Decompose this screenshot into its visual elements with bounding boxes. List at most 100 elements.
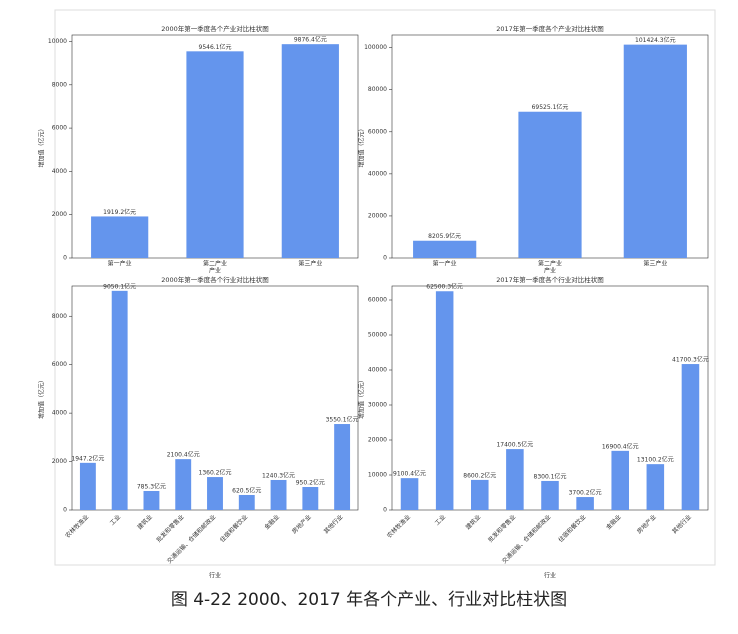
y-tick-label: 2000 (52, 211, 67, 218)
y-tick-label: 2000 (52, 458, 67, 465)
x-tick-label: 房地产业 (290, 513, 313, 536)
x-tick-label: 农林牧渔业 (63, 513, 90, 540)
bar (175, 459, 192, 510)
x-tick-label: 其他行业 (322, 513, 345, 536)
y-tick-label: 0 (383, 255, 387, 262)
x-tick-label: 住宿和餐饮业 (218, 513, 249, 544)
y-tick-label: 0 (383, 507, 387, 514)
value-label: 41700.3亿元 (672, 356, 709, 364)
value-label: 950.2亿元 (296, 478, 325, 486)
x-tick-label: 金融业 (604, 513, 622, 531)
bar (541, 480, 559, 510)
x-tick-label: 批发和零售业 (155, 513, 186, 544)
bar (238, 494, 255, 510)
value-label: 17400.5亿元 (496, 441, 533, 449)
y-tick-label: 6000 (52, 361, 67, 368)
caption: 图 4-22 2000、2017 年各个产业、行业对比柱状图 (170, 590, 568, 610)
chart-title: 2017年第一季度各个产业对比柱状图 (496, 24, 604, 33)
x-tick-label: 农林牧渔业 (385, 513, 412, 540)
bar (435, 291, 454, 510)
y-tick-label: 10000 (368, 472, 387, 479)
y-tick-label: 10000 (48, 38, 67, 45)
value-label: 1919.2亿元 (103, 208, 136, 216)
figure-frame (54, 9, 716, 566)
chart-title: 2017年第一季度各个行业对比柱状图 (496, 275, 604, 284)
x-axis-label: 行业 (209, 572, 221, 580)
value-label: 620.5亿元 (232, 486, 261, 494)
bar (471, 479, 489, 510)
bar (79, 462, 96, 510)
x-tick-label: 第二产业 (538, 260, 562, 268)
value-label: 1947.2亿元 (71, 454, 104, 462)
value-label: 101424.3亿元 (635, 36, 676, 44)
value-label: 16900.4亿元 (602, 442, 639, 450)
value-label: 9876.4亿元 (294, 36, 327, 44)
x-tick-label: 金融业 (263, 513, 281, 531)
x-tick-label: 房地产业 (635, 513, 658, 536)
bar (611, 450, 629, 510)
bar (334, 424, 351, 510)
bar (91, 216, 149, 258)
x-tick-label: 其他行业 (670, 513, 693, 536)
x-tick-label: 第二产业 (203, 260, 227, 268)
bar (143, 490, 160, 510)
value-label: 1240.3亿元 (262, 471, 295, 479)
x-tick-label: 工业 (433, 513, 447, 527)
x-tick-label: 第一产业 (433, 260, 457, 268)
value-label: 62500.3亿元 (426, 283, 463, 291)
y-axis-label: 增加值（亿元） (358, 377, 366, 419)
bar (400, 478, 419, 510)
bar (681, 364, 700, 510)
value-label: 3550.1亿元 (326, 416, 359, 424)
y-tick-label: 4000 (52, 168, 67, 175)
y-tick-label: 40000 (368, 367, 387, 374)
y-axis-label: 增加值（亿元） (38, 125, 46, 167)
value-label: 13100.2亿元 (637, 456, 674, 464)
y-tick-label: 40000 (368, 170, 387, 177)
y-tick-label: 60000 (368, 297, 387, 304)
bar (623, 44, 687, 258)
x-axis-label: 产业 (544, 267, 556, 275)
x-tick-label: 工业 (108, 513, 122, 527)
bar (302, 486, 319, 510)
value-label: 8600.2亿元 (463, 471, 496, 479)
x-axis-label: 产业 (209, 267, 221, 275)
bar (186, 51, 244, 259)
y-tick-label: 20000 (368, 437, 387, 444)
y-tick-label: 20000 (368, 212, 387, 219)
bar (111, 290, 128, 510)
value-label: 69525.1亿元 (532, 103, 569, 111)
value-label: 8205.9亿元 (428, 232, 461, 240)
bar (518, 111, 582, 259)
y-tick-label: 8000 (52, 313, 67, 320)
value-label: 9100.4亿元 (393, 470, 426, 478)
y-tick-label: 80000 (368, 86, 387, 93)
y-tick-label: 50000 (368, 332, 387, 339)
x-tick-label: 第三产业 (298, 260, 322, 268)
value-label: 9546.1亿元 (199, 43, 232, 51)
x-tick-label: 第一产业 (108, 260, 132, 268)
bar (413, 240, 477, 258)
x-axis-label: 行业 (544, 572, 556, 580)
x-tick-label: 住宿和餐饮业 (556, 513, 587, 544)
y-axis-label: 增加值（亿元） (358, 125, 366, 167)
chart-title: 2000年第一季度各个产业对比柱状图 (161, 24, 269, 33)
y-tick-label: 4000 (52, 410, 67, 417)
value-label: 785.3亿元 (137, 482, 166, 490)
value-label: 9050.1亿元 (103, 282, 136, 290)
y-tick-label: 100000 (364, 44, 387, 51)
value-label: 1360.2亿元 (199, 469, 232, 477)
x-tick-label: 建筑业 (136, 513, 154, 531)
y-tick-label: 8000 (52, 81, 67, 88)
bar (281, 44, 339, 259)
y-tick-label: 0 (63, 255, 67, 262)
x-tick-label: 第三产业 (643, 260, 667, 268)
y-tick-label: 60000 (368, 128, 387, 135)
bar (646, 464, 665, 510)
y-tick-label: 6000 (52, 125, 67, 132)
bar (506, 449, 524, 510)
value-label: 3700.2亿元 (569, 489, 602, 497)
bar (270, 479, 287, 510)
